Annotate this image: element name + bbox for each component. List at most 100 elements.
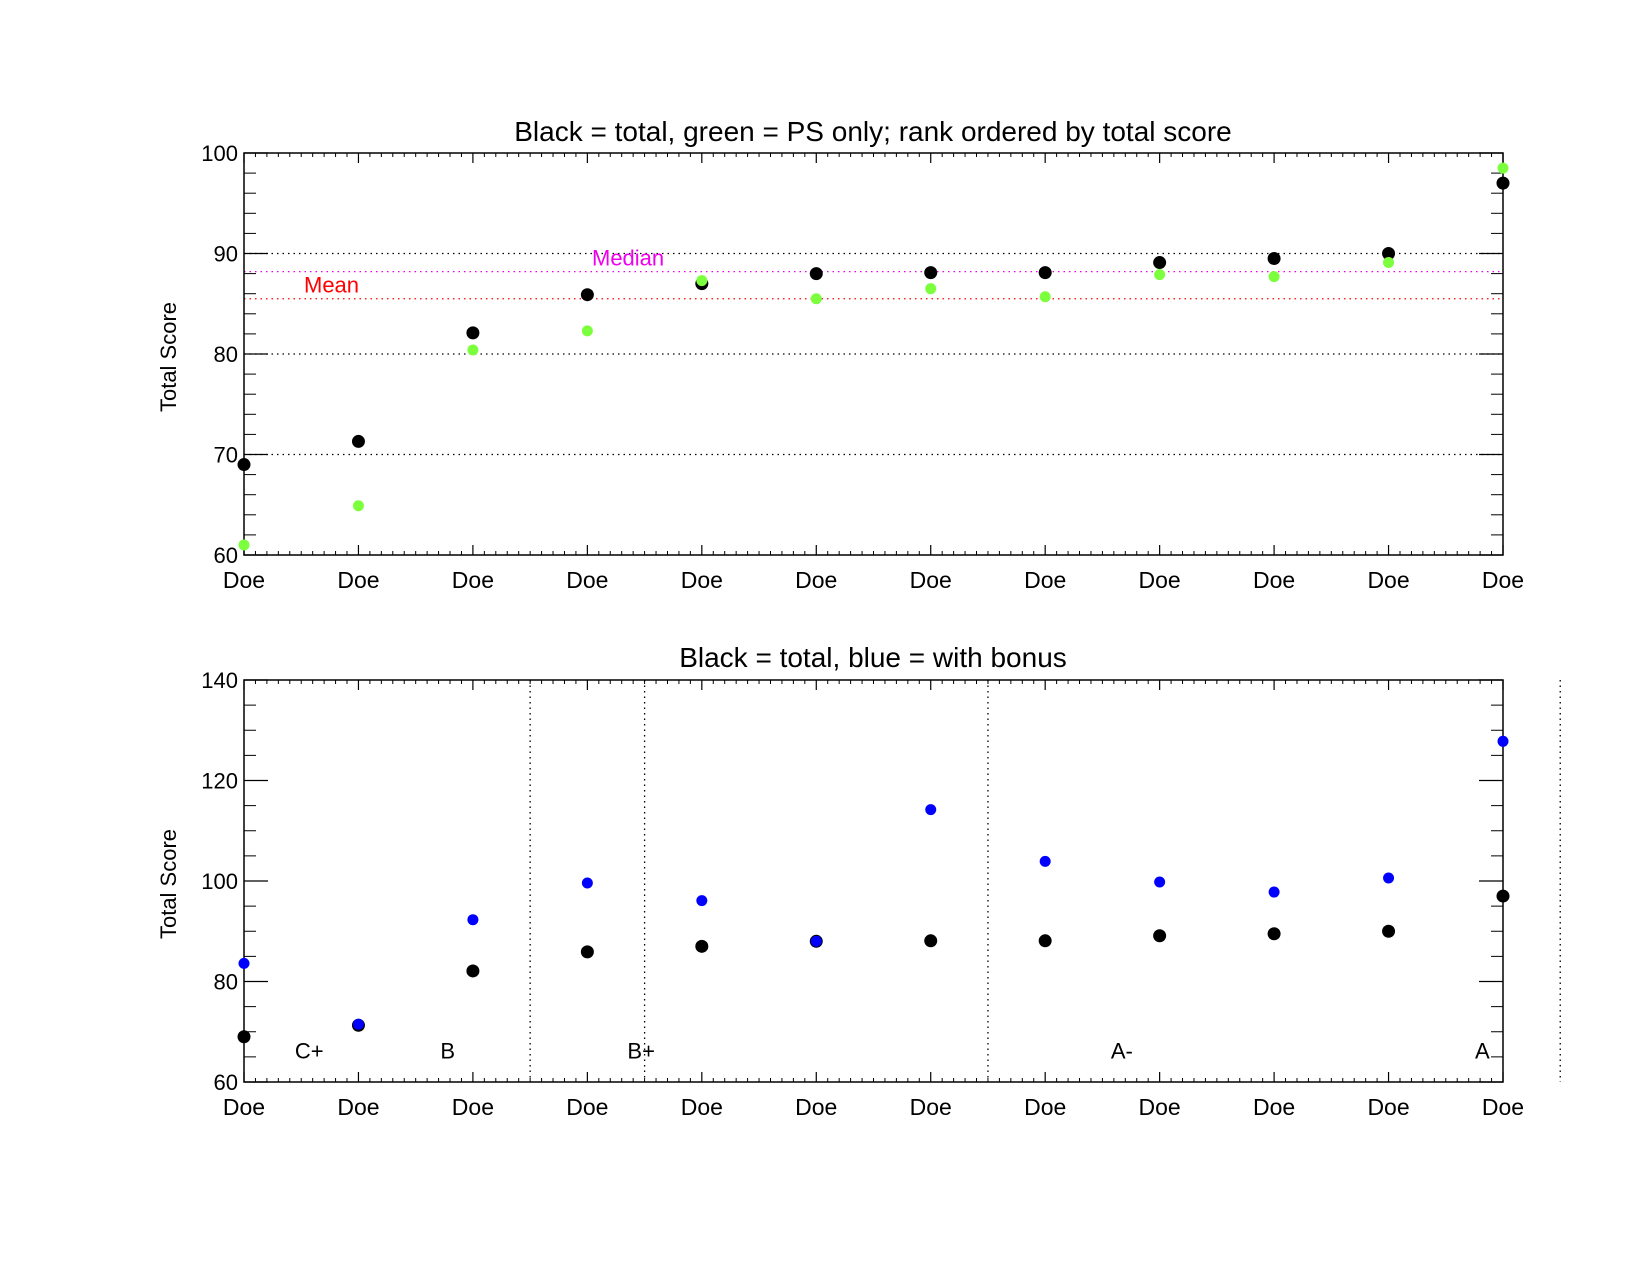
top-chart-plot-frame [243, 152, 1504, 556]
bottom-chart-x-tick-label: Doe [223, 1094, 265, 1120]
bottom-chart-blue-point [238, 957, 250, 969]
bottom-chart-black-point [1496, 889, 1510, 903]
bottom-chart-blue-point [1497, 735, 1509, 747]
bottom-chart-black-point [695, 939, 709, 953]
bottom-chart-points [237, 735, 1510, 1044]
top-chart-x-tick-label: Doe [1139, 567, 1181, 593]
bottom-chart-blue-point [1154, 876, 1166, 888]
bottom-chart-title: Black = total, blue = with bonus [679, 642, 1067, 673]
bottom-chart-black-point [237, 1030, 251, 1044]
bottom-chart-black-point [924, 934, 938, 948]
bottom-chart-grade-boundaries [529, 680, 1561, 1082]
top-chart-x-tick-label: Doe [337, 567, 379, 593]
top-chart-x-tick-label: Doe [1482, 567, 1524, 593]
top-chart-black-point [466, 326, 480, 340]
bottom-chart-blue-point [925, 804, 937, 816]
top-chart-green-point [467, 344, 479, 356]
bottom-chart-x-tick-label: Doe [795, 1094, 837, 1120]
top-chart-black-point [1038, 266, 1052, 280]
top-chart-black-point [809, 267, 823, 281]
top-chart-points [237, 162, 1510, 551]
top-chart-green-point [1039, 291, 1051, 303]
bottom-chart-y-tick-label: 80 [214, 970, 238, 995]
bottom-chart-blue-point [1383, 872, 1395, 884]
top-chart-x-tick-label: Doe [452, 567, 494, 593]
top-chart-x-tick-label: Doe [681, 567, 723, 593]
bottom-chart-x-tick-label: Doe [1024, 1094, 1066, 1120]
top-chart-black-point [351, 434, 365, 448]
top-chart-green-point [581, 325, 593, 337]
top-chart-x-tick-labels: Doe Doe Doe Doe Doe Doe Doe Doe Doe Doe Doe Doe [223, 567, 1524, 593]
bottom-chart-x-tick-labels: Doe Doe Doe Doe Doe Doe Doe Doe Doe Doe Doe Doe [223, 1094, 1524, 1120]
bottom-chart-blue-point [696, 895, 708, 907]
bottom-chart-y-tick-label: 100 [201, 869, 238, 894]
top-chart-y-tick-label: 70 [214, 443, 238, 468]
top-chart-reference-labels: Mean Median [304, 246, 664, 298]
bottom-chart-blue-point [352, 1018, 364, 1030]
bottom-chart-black-point [1382, 924, 1396, 938]
bottom-chart-blue-point [467, 914, 479, 926]
bottom-chart-blue-point [810, 935, 822, 947]
top-chart-green-point [696, 275, 708, 287]
top-chart-reference-lines [244, 270, 1503, 300]
top-chart-x-tick-label: Doe [1253, 567, 1295, 593]
bottom-chart-black-point [1153, 929, 1167, 943]
bottom-chart-minor-ticks [244, 680, 1503, 1082]
bottom-chart-grade-label: A [1475, 1038, 1490, 1063]
bottom-chart-ylabel: Total Score [156, 829, 181, 939]
bottom-chart-grade-label: B [440, 1038, 455, 1063]
top-chart-green-point [925, 283, 937, 295]
bottom-chart-y-tick-label: 60 [214, 1070, 238, 1095]
bottom-chart-x-tick-label: Doe [452, 1094, 494, 1120]
top-chart-green-point [352, 500, 364, 512]
top-chart-x-tick-label: Doe [1024, 567, 1066, 593]
bottom-chart-y-tick-label: 140 [201, 668, 238, 693]
top-chart-black-point [924, 266, 938, 280]
top-chart-ylabel: Total Score [156, 302, 181, 412]
bottom-chart-blue-point [1039, 855, 1051, 867]
top-chart-x-tick-label: Doe [910, 567, 952, 593]
bottom-chart-grade-label: A- [1111, 1038, 1133, 1063]
bottom-chart-y-tick-labels: 60 80 100 120 140 [201, 668, 238, 1095]
bottom-chart-x-tick-label: Doe [1367, 1094, 1409, 1120]
top-chart-mean-label: Mean [304, 273, 359, 298]
top-chart-x-tick-label: Doe [795, 567, 837, 593]
bottom-chart-x-tick-label: Doe [566, 1094, 608, 1120]
bottom-chart-black-point [1267, 927, 1281, 941]
top-chart-green-point [810, 293, 822, 305]
top-chart-y-tick-labels: 60 70 80 90 100 [201, 141, 238, 568]
top-chart-title: Black = total, green = PS only; rank ord… [514, 116, 1232, 147]
top-chart-y-tick-label: 80 [214, 342, 238, 367]
bottom-chart-black-point [466, 964, 480, 978]
bottom-chart-plot-frame [243, 679, 1504, 1083]
bottom-chart: Black = total, blue = with bonus Total S… [156, 642, 1561, 1120]
top-chart-y-tick-label: 90 [214, 242, 238, 267]
top-chart-green-point [1497, 162, 1509, 174]
top-chart-green-point [238, 539, 250, 551]
bottom-chart-black-point [1038, 934, 1052, 948]
top-chart: Black = total, green = PS only; rank ord… [156, 116, 1524, 593]
top-chart-green-point [1383, 257, 1395, 269]
top-chart-black-point [580, 288, 594, 302]
bottom-chart-grade-labels: C+ B B+ A- A [295, 1038, 1490, 1063]
top-chart-x-tick-label: Doe [223, 567, 265, 593]
bottom-chart-blue-point [1268, 886, 1280, 898]
top-chart-black-point [1382, 247, 1396, 260]
bottom-chart-grade-label: B+ [627, 1038, 655, 1063]
top-chart-y-tick-label: 60 [214, 543, 238, 568]
top-chart-black-point [1496, 176, 1510, 190]
top-chart-median-label: Median [592, 246, 664, 271]
bottom-chart-grade-label: C+ [295, 1038, 324, 1063]
bottom-chart-y-tick-label: 120 [201, 769, 238, 794]
top-chart-black-point [237, 458, 251, 472]
bottom-chart-x-tick-label: Doe [1253, 1094, 1295, 1120]
top-chart-y-tick-label: 100 [201, 141, 238, 166]
bottom-chart-x-tick-label: Doe [1139, 1094, 1181, 1120]
top-chart-x-tick-label: Doe [566, 567, 608, 593]
top-chart-green-point [1268, 271, 1280, 283]
top-chart-black-point [1267, 252, 1281, 266]
top-chart-x-tick-label: Doe [1367, 567, 1409, 593]
bottom-chart-black-point [580, 945, 594, 959]
